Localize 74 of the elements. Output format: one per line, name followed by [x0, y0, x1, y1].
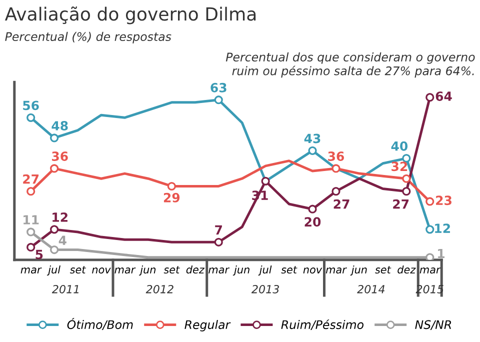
data-label: 63	[210, 82, 226, 92]
point	[402, 187, 411, 196]
point	[50, 164, 59, 173]
point	[426, 225, 434, 234]
point	[167, 182, 176, 191]
x-tick-label: set	[164, 266, 180, 274]
point	[332, 187, 340, 196]
data-label: 12	[52, 212, 68, 222]
x-tick-label: nov	[92, 268, 111, 274]
point	[50, 225, 59, 234]
point	[214, 96, 223, 104]
x-tick-label: set	[281, 266, 298, 274]
point	[26, 113, 36, 122]
data-label: 36	[328, 152, 344, 161]
legend-label: Regular	[184, 320, 231, 332]
data-label: 27	[23, 174, 39, 184]
data-label: 40	[391, 141, 408, 151]
legend-label: NS/NR	[415, 320, 452, 330]
x-tick-label: mar	[326, 268, 347, 274]
point	[426, 253, 434, 260]
text: Percentual dos que consideram o governo ruim ou péssimo salta de 27% para 64%.	[226, 52, 475, 78]
x-tick-label: set	[375, 266, 392, 274]
x-tick-label: mar	[208, 268, 230, 274]
x-tick-label: jul	[258, 265, 272, 276]
point	[214, 238, 223, 246]
chart-subtitle: Percentual (%) de respostas	[5, 32, 172, 44]
data-label: 5	[36, 250, 43, 260]
point	[261, 176, 270, 186]
point	[332, 164, 340, 173]
data-label: 1	[438, 248, 444, 258]
x-tick-label: jul	[46, 265, 60, 276]
data-label: 29	[164, 192, 180, 202]
x-tick-label: jun	[138, 265, 156, 276]
data-label: 4	[58, 236, 66, 245]
x-tick-label: dez	[398, 265, 416, 274]
x-tick-label: mar	[114, 268, 136, 274]
point	[426, 197, 434, 206]
chart-title: Avaliação do governo Dilma	[4, 6, 256, 24]
data-label: 48	[52, 121, 68, 130]
x-tick-label: mar	[20, 268, 42, 274]
legend-label: Ruim/Péssimo	[281, 319, 364, 330]
point	[308, 146, 317, 155]
data-label: 32	[392, 162, 408, 172]
data-label: 20	[304, 217, 321, 227]
x-tick-label: mar	[420, 268, 441, 274]
data-label: 36	[52, 152, 68, 161]
point	[308, 204, 317, 214]
data-label: 27	[334, 199, 350, 209]
text: 2011	[52, 284, 78, 294]
point	[426, 93, 434, 102]
text: 2014	[357, 284, 385, 294]
legend-label: Ótimo/Bom	[67, 318, 133, 330]
data-label: 11	[24, 215, 39, 224]
text: 2013	[251, 284, 279, 294]
data-label: 56	[23, 100, 39, 110]
x-tick-label: jun	[232, 265, 250, 276]
data-label: 27	[393, 199, 409, 209]
data-label: 7	[215, 225, 222, 234]
text: 2012	[146, 284, 174, 294]
point	[26, 242, 36, 252]
data-label: 64	[436, 92, 452, 101]
point	[26, 187, 36, 196]
point	[26, 228, 36, 236]
point	[402, 154, 411, 163]
x-tick-label: jun	[350, 265, 367, 276]
data-label: 23	[436, 196, 452, 206]
x-tick-label: dez	[186, 265, 205, 274]
point	[402, 174, 411, 183]
point	[50, 245, 59, 254]
point	[50, 134, 59, 142]
x-tick-label: set	[70, 266, 86, 274]
x-tick-label: nov	[303, 268, 322, 274]
data-label: 43	[304, 134, 320, 144]
data-label: 12	[435, 224, 450, 233]
